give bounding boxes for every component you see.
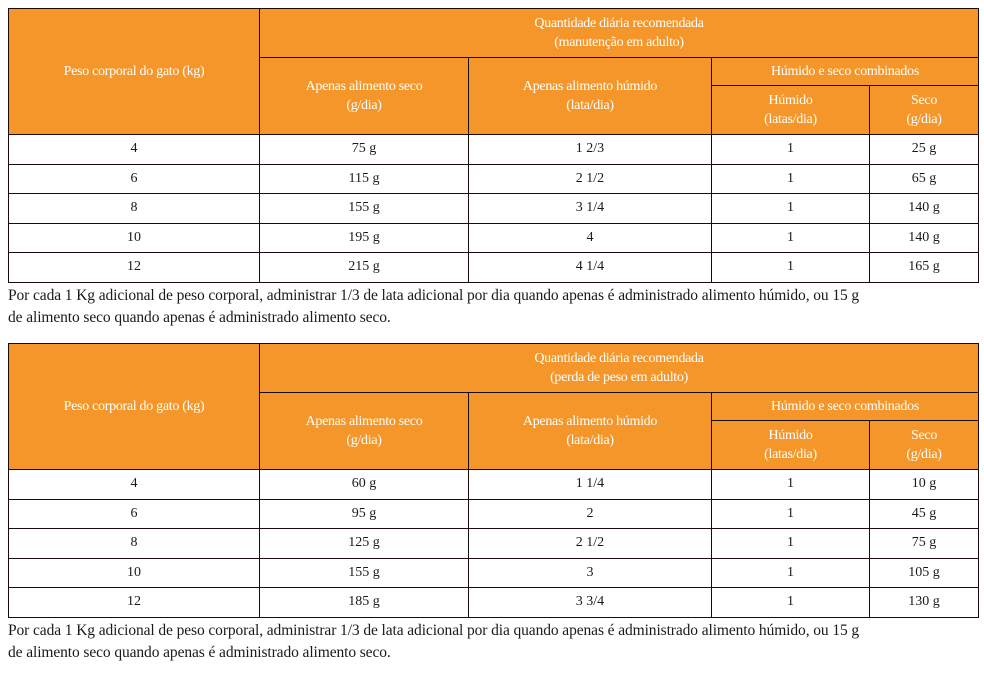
table-row: 4 75 g 1 2/3 1 25 g [8, 134, 980, 165]
table-row: 8 125 g 2 1/2 1 75 g [8, 528, 980, 559]
cell-dry: 75 g [259, 134, 469, 165]
table-row: 4 60 g 1 1/4 1 10 g [8, 469, 980, 500]
cell-dry: 155 g [259, 557, 469, 588]
cell-wet: 3 1/4 [468, 193, 712, 224]
cell-combined-dry: 130 g [868, 587, 980, 618]
weight-loss-feeding-table-block: Peso corporal do gato (kg) Quantidade di… [8, 343, 980, 664]
cell-dry: 125 g [259, 528, 469, 559]
maintenance-feeding-table: Peso corporal do gato (kg) Quantidade di… [8, 8, 980, 283]
header-weight: Peso corporal do gato (kg) [8, 8, 260, 135]
cell-weight: 10 [8, 222, 260, 253]
cell-combined-dry: 45 g [868, 498, 980, 529]
cell-combined-wet: 1 [711, 557, 870, 588]
table-row: 10 155 g 3 1 105 g [8, 557, 980, 588]
header-wet-only: Apenas alimento húmido (lata/dia) [468, 392, 712, 470]
table-row: 6 95 g 2 1 45 g [8, 498, 980, 529]
maintenance-feeding-table-block: Peso corporal do gato (kg) Quantidade di… [8, 8, 980, 329]
cell-combined-wet: 1 [711, 587, 870, 618]
header-daily-amount: Quantidade diária recomendada (perda de p… [258, 343, 980, 393]
header-dry-only: Apenas alimento seco (g/dia) [259, 57, 469, 135]
cell-weight: 6 [8, 498, 260, 529]
table-row: 10 195 g 4 1 140 g [8, 222, 980, 253]
table-row: 12 215 g 4 1/4 1 165 g [8, 252, 980, 283]
cell-combined-wet: 1 [711, 252, 870, 283]
cell-combined-dry: 10 g [868, 469, 980, 500]
footnote: Por cada 1 Kg adicional de peso corporal… [8, 286, 860, 326]
cell-wet: 1 2/3 [468, 134, 712, 165]
cell-combined-wet: 1 [711, 528, 870, 559]
header-combined-dry: Seco (g/dia) [868, 85, 980, 135]
cell-wet: 1 1/4 [468, 469, 712, 500]
header-dry-only: Apenas alimento seco (g/dia) [259, 392, 469, 470]
header-weight: Peso corporal do gato (kg) [8, 343, 260, 470]
cell-weight: 4 [8, 469, 260, 500]
footnote: Por cada 1 Kg adicional de peso corporal… [8, 621, 860, 661]
cell-combined-wet: 1 [711, 134, 870, 165]
header-combined-wet: Húmido (latas/dia) [711, 85, 870, 135]
cell-weight: 8 [8, 193, 260, 224]
weight-loss-feeding-table: Peso corporal do gato (kg) Quantidade di… [8, 343, 980, 618]
cell-combined-dry: 165 g [868, 252, 980, 283]
cell-wet: 2 1/2 [468, 163, 712, 194]
cell-combined-dry: 75 g [868, 528, 980, 559]
cell-wet: 2 [468, 498, 712, 529]
cell-wet: 3 [468, 557, 712, 588]
table-row: 6 115 g 2 1/2 1 65 g [8, 163, 980, 194]
header-combined-wet: Húmido (latas/dia) [711, 420, 870, 470]
cell-combined-wet: 1 [711, 222, 870, 253]
cell-dry: 195 g [259, 222, 469, 253]
header-combined-dry: Seco (g/dia) [868, 420, 980, 470]
cell-dry: 60 g [259, 469, 469, 500]
cell-weight: 12 [8, 252, 260, 283]
cell-combined-wet: 1 [711, 469, 870, 500]
cell-dry: 155 g [259, 193, 469, 224]
cell-weight: 8 [8, 528, 260, 559]
cell-wet: 4 1/4 [468, 252, 712, 283]
cell-combined-dry: 25 g [868, 134, 980, 165]
cell-wet: 3 3/4 [468, 587, 712, 618]
cell-wet: 2 1/2 [468, 528, 712, 559]
cell-weight: 12 [8, 587, 260, 618]
header-wet-only: Apenas alimento húmido (lata/dia) [468, 57, 712, 135]
cell-combined-dry: 105 g [868, 557, 980, 588]
cell-combined-wet: 1 [711, 193, 870, 224]
cell-dry: 95 g [259, 498, 469, 529]
cell-dry: 185 g [259, 587, 469, 618]
cell-wet: 4 [468, 222, 712, 253]
table-row: 12 185 g 3 3/4 1 130 g [8, 587, 980, 618]
cell-combined-dry: 140 g [868, 193, 980, 224]
header-combined: Húmido e seco combinados [710, 392, 980, 421]
cell-weight: 10 [8, 557, 260, 588]
cell-combined-dry: 140 g [868, 222, 980, 253]
cell-combined-wet: 1 [711, 498, 870, 529]
cell-combined-dry: 65 g [868, 163, 980, 194]
cell-dry: 115 g [259, 163, 469, 194]
cell-dry: 215 g [259, 252, 469, 283]
table-row: 8 155 g 3 1/4 1 140 g [8, 193, 980, 224]
cell-weight: 4 [8, 134, 260, 165]
header-daily-amount: Quantidade diária recomendada (manutenção… [258, 8, 980, 58]
cell-combined-wet: 1 [711, 163, 870, 194]
cell-weight: 6 [8, 163, 260, 194]
header-combined: Húmido e seco combinados [710, 57, 980, 86]
